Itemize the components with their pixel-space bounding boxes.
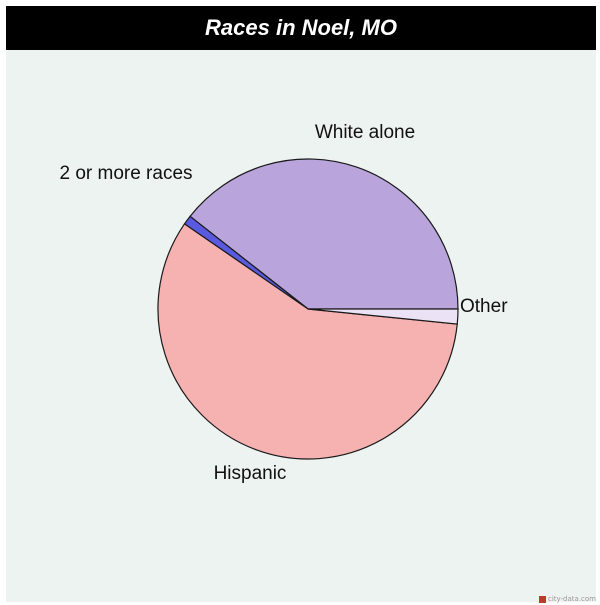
pie-slice-hispanic — [157, 223, 458, 460]
chart-title: Races in Noel, MO — [205, 15, 397, 40]
watermark-logo-icon — [538, 595, 546, 603]
title-bar: Races in Noel, MO — [6, 6, 596, 50]
slice-label-hispanic: Hispanic — [214, 463, 287, 484]
watermark-text: city-data.com — [547, 595, 596, 603]
slice-label-other: Other — [460, 296, 508, 317]
watermark: city-data.com — [538, 595, 596, 603]
slice-label-2-or-more-races: 2 or more races — [59, 163, 192, 184]
slice-label-white-alone: White alone — [315, 122, 415, 143]
pie-slice-white-alone — [189, 158, 459, 310]
pie-slice-2-or-more-races — [307, 308, 459, 325]
chart-frame: Races in Noel, MO — [6, 6, 596, 602]
